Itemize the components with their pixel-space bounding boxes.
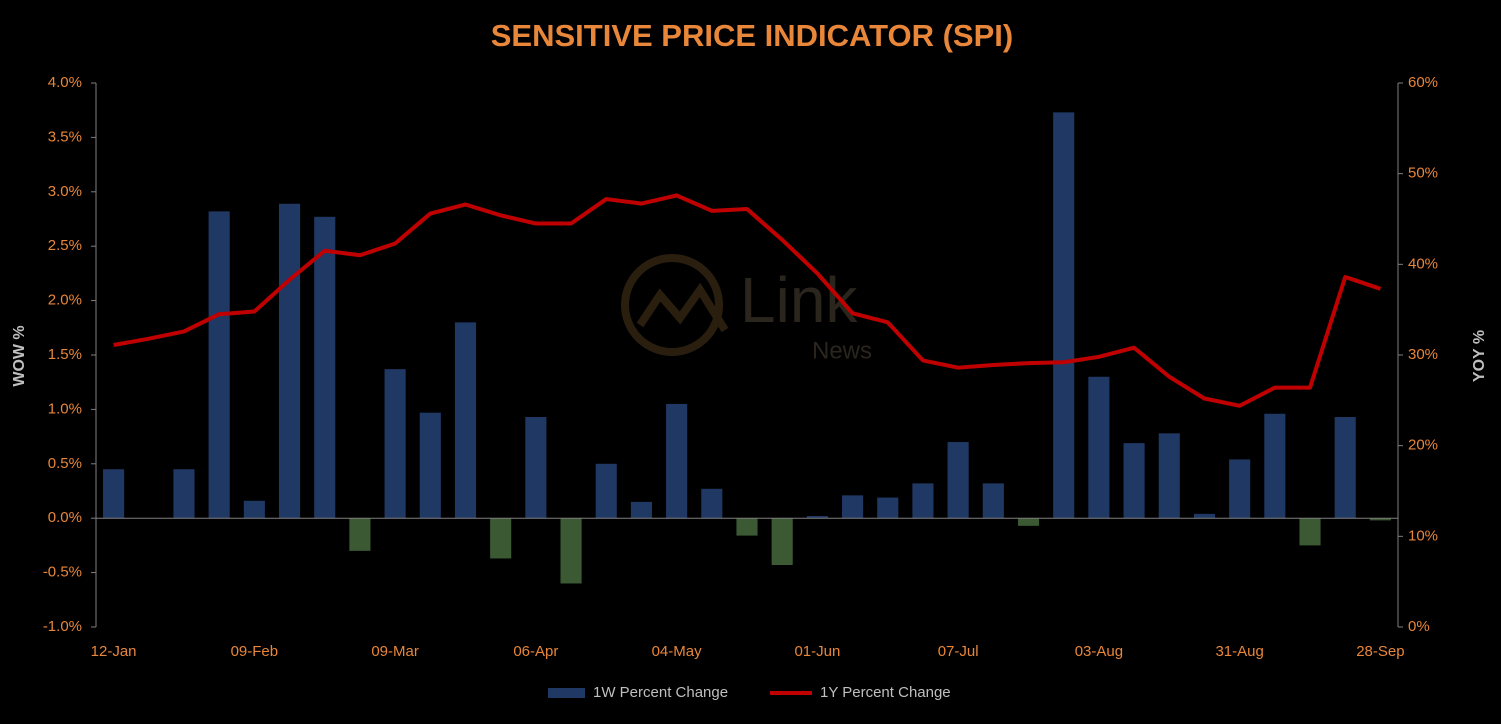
x-tick-label: 28-Sep	[1356, 643, 1404, 660]
y-tick-label: 1.5%	[48, 346, 82, 363]
bar	[314, 216, 336, 519]
bar	[842, 495, 864, 519]
x-tick-label: 06-Apr	[513, 643, 558, 660]
bar	[1017, 518, 1040, 526]
y2-tick-label: 60%	[1408, 74, 1438, 91]
y-tick-label: -1.0%	[43, 618, 82, 635]
bar	[419, 412, 441, 519]
bar	[947, 442, 969, 519]
y-tick-label: 3.0%	[48, 183, 82, 200]
x-tick-label: 31-Aug	[1215, 643, 1263, 660]
x-tick-label: 01-Jun	[794, 643, 840, 660]
legend-swatch	[548, 688, 585, 698]
y2-tick-label: 20%	[1408, 437, 1438, 454]
bar	[1299, 518, 1321, 546]
bar	[173, 469, 195, 519]
y-tick-label: 0.0%	[48, 509, 82, 526]
bar	[1193, 513, 1216, 519]
watermark: Link News	[621, 254, 872, 364]
bar	[1264, 413, 1286, 519]
chart-title: SENSITIVE PRICE INDICATOR (SPI)	[491, 18, 1013, 53]
bar	[490, 518, 512, 559]
x-tick-label: 09-Feb	[231, 643, 279, 660]
bar	[877, 497, 899, 519]
legend-label: 1W Percent Change	[593, 684, 728, 701]
bar	[278, 203, 301, 519]
bar	[103, 469, 125, 519]
watermark-text: News	[812, 337, 872, 364]
bar	[806, 516, 828, 519]
line	[113, 193, 1382, 408]
bar	[1229, 459, 1251, 519]
y-tick-label: 4.0%	[48, 74, 82, 91]
y2-tick-label: 0%	[1408, 618, 1430, 635]
y2-tick-label: 10%	[1408, 527, 1438, 544]
y2-tick-label: 30%	[1408, 346, 1438, 363]
x-tick-label: 09-Mar	[371, 643, 419, 660]
bar	[208, 211, 230, 519]
watermark-logo	[636, 282, 729, 333]
y-tick-label: -0.5%	[43, 564, 82, 581]
bar	[1088, 376, 1110, 519]
bar	[454, 322, 477, 519]
bar	[912, 483, 934, 519]
y-tick-label: 0.5%	[48, 455, 82, 472]
bar	[525, 417, 547, 519]
x-tick-label: 04-May	[652, 643, 703, 660]
y-axis-title: WOW %	[11, 325, 28, 386]
watermark-logo	[621, 254, 723, 356]
bar	[1369, 518, 1391, 521]
y-tick-label: 2.0%	[48, 292, 82, 309]
y2-tick-label: 50%	[1408, 165, 1438, 182]
bar	[736, 518, 758, 536]
y-tick-label: 3.5%	[48, 128, 82, 145]
bar	[701, 488, 723, 519]
bar	[595, 463, 617, 519]
bar	[384, 369, 406, 519]
bar	[771, 518, 793, 565]
x-tick-label: 03-Aug	[1075, 643, 1123, 660]
x-tick-label: 07-Jul	[938, 643, 979, 660]
bar	[630, 501, 652, 519]
bar	[243, 500, 265, 519]
bar	[1158, 433, 1180, 519]
bar	[560, 518, 582, 584]
bar	[666, 403, 688, 519]
y-tick-label: 2.5%	[48, 237, 82, 254]
bar	[1123, 443, 1145, 519]
bar	[349, 518, 371, 551]
x-tick-label: 12-Jan	[91, 643, 137, 660]
bar	[982, 483, 1004, 519]
y2-tick-label: 40%	[1408, 255, 1438, 272]
y2-axis-title: YOY %	[1471, 330, 1488, 382]
bar	[1053, 112, 1075, 519]
bar	[1334, 417, 1356, 519]
y-tick-label: 1.0%	[48, 400, 82, 417]
legend-label: 1Y Percent Change	[820, 684, 951, 701]
